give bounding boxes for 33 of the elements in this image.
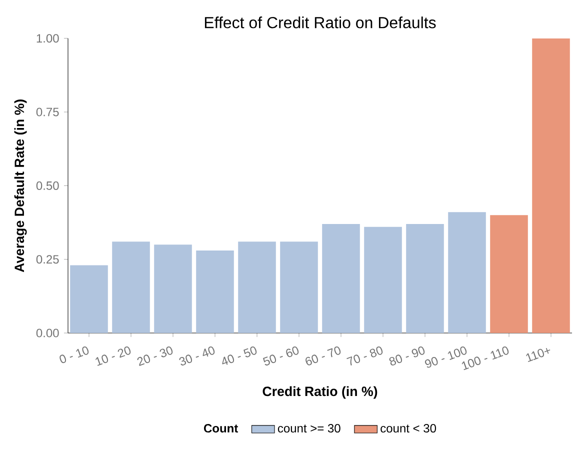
x-tick-label: 60 - 70 [306,346,341,366]
x-tick-label: 0 - 10 [60,346,89,364]
y-axis-title: Average Default Rate (in %) [14,100,27,272]
bar [70,265,108,333]
y-tick-label: 0.50 [36,181,59,190]
x-tick-label: 30 - 40 [179,346,215,366]
x-tick-label: 70 - 80 [346,346,383,366]
bar [406,224,444,333]
x-tick-label: 110+ [526,348,550,362]
bar [322,224,360,333]
y-tick-label: 0.00 [36,328,59,338]
bar [532,38,570,333]
x-tick-label: 20 - 30 [137,346,173,366]
x-tick-label: 50 - 60 [262,346,299,366]
bar [112,242,150,333]
legend-title: Count [204,424,238,433]
y-tick-label: 0.25 [36,255,59,264]
x-tick-label: 80 - 90 [389,346,425,366]
legend-label: count < 30 [380,424,436,433]
chart-title: Effect of Credit Ratio on Defaults [204,16,436,28]
bar [490,215,528,333]
bar [280,242,318,333]
bar [154,244,192,333]
x-tick-label: 40 - 50 [222,346,257,365]
y-tick-label: 0.75 [36,108,59,116]
y-tick-label: 1.00 [36,34,59,43]
bar [196,250,234,333]
bar [364,226,402,333]
legend-label: count >= 30 [278,424,340,433]
bar [448,212,486,333]
x-tick-label: 10 - 20 [96,346,131,366]
x-axis-title: Credit Ratio (in %) [262,386,378,399]
bar [238,242,276,333]
